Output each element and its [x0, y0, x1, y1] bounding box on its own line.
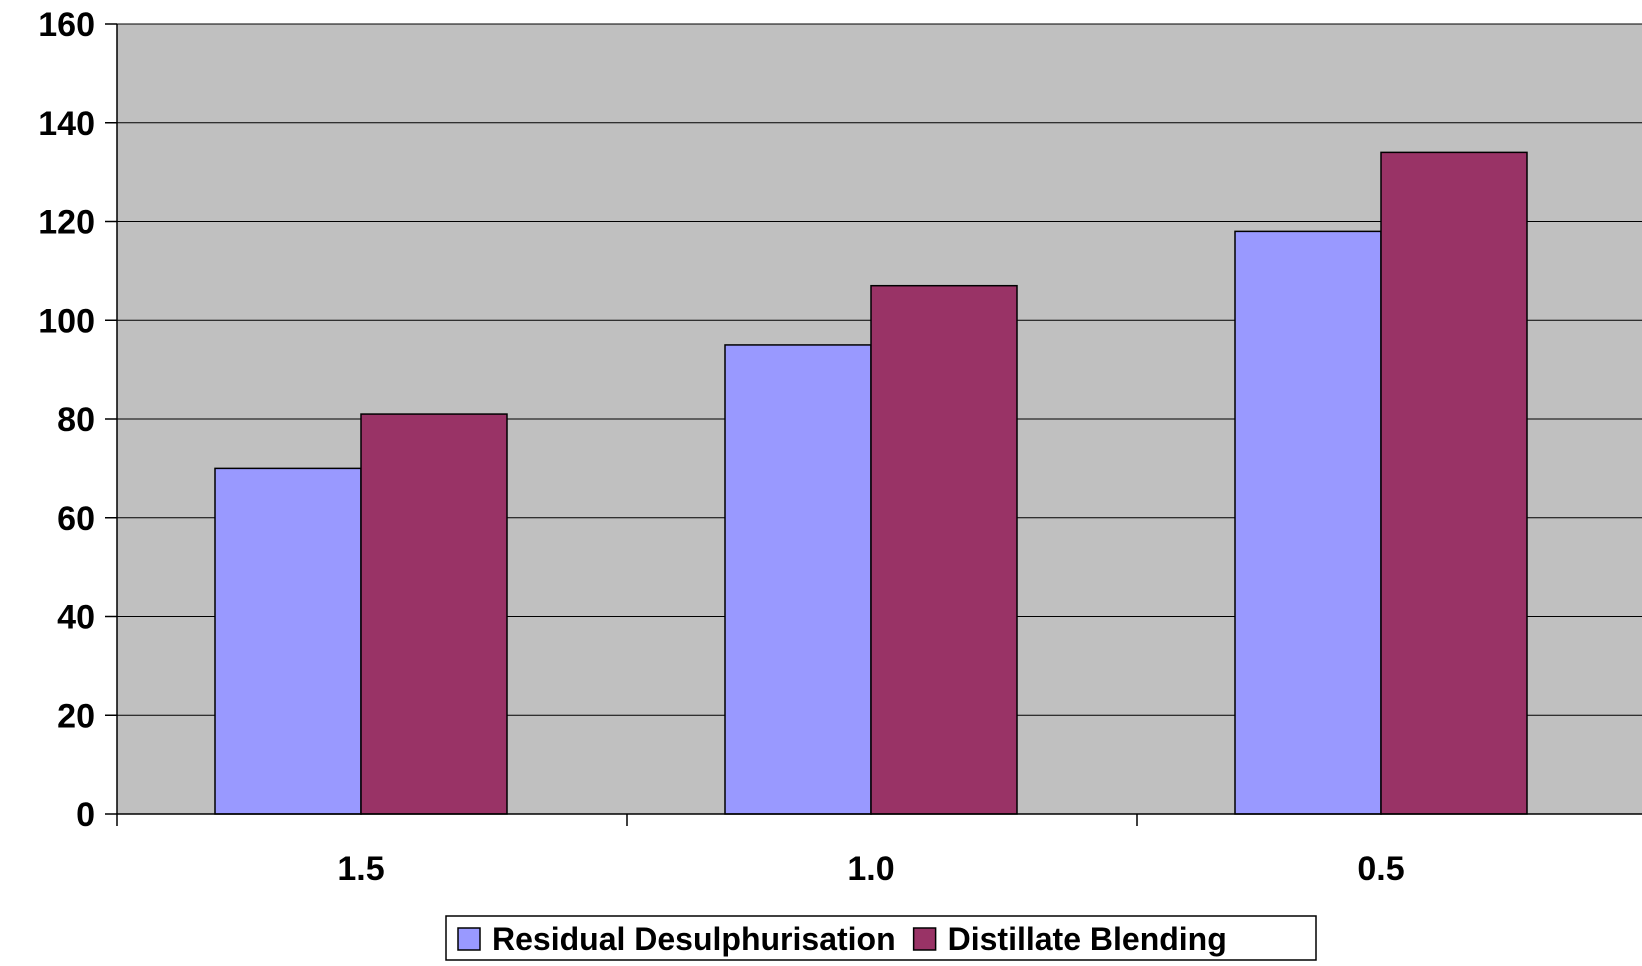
y-tick-labels: 0 20 40 60 80 100 120 140 160 — [38, 6, 95, 834]
y-tick-label: 40 — [57, 599, 95, 637]
bar-distillate-blending-1.5 — [360, 413, 508, 815]
y-tick-label: 60 — [57, 500, 95, 538]
legend-label: Distillate Blending — [948, 921, 1227, 957]
legend-swatch — [457, 927, 481, 951]
y-tick-label: 100 — [38, 302, 95, 340]
x-tick-label: 1.0 — [847, 850, 894, 888]
axes — [105, 23, 1642, 826]
x-tick-label: 0.5 — [1357, 850, 1404, 888]
legend: Residual Desulphurisation Distillate Blen… — [445, 915, 1317, 961]
y-tick-label: 140 — [38, 105, 95, 143]
legend-swatch — [912, 927, 937, 951]
bars — [214, 151, 1528, 815]
legend-box — [445, 915, 1317, 961]
y-tick-label: 0 — [76, 796, 95, 834]
x-tick-labels: 1.5 1.0 0.5 — [337, 850, 1404, 888]
legend-label: Residual Desulphurisation — [492, 921, 896, 957]
bar-distillate-blending-1.0 — [870, 284, 1018, 815]
y-tick-label: 160 — [38, 6, 95, 44]
bar-residual-desulphurisation-1.0 — [724, 344, 872, 815]
bar-residual-desulphurisation-1.5 — [214, 467, 362, 815]
y-tick-label: 80 — [57, 401, 95, 439]
y-tick-label: 20 — [57, 697, 95, 735]
bar-distillate-blending-0.5 — [1380, 151, 1528, 815]
y-tick-label: 120 — [38, 204, 95, 242]
x-tick-label: 1.5 — [337, 850, 384, 888]
bar-residual-desulphurisation-0.5 — [1234, 230, 1382, 815]
